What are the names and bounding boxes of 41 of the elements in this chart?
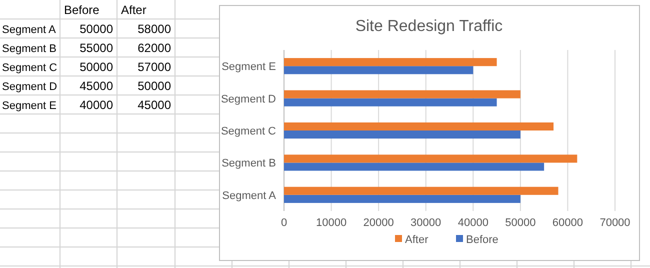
y-tick-label: Segment E [2, 100, 56, 112]
data-label: 45000 [80, 79, 114, 93]
bar [284, 162, 544, 171]
legend-label: After [405, 234, 429, 246]
y-tick-label: Segment A [2, 24, 56, 36]
data-label: 57000 [138, 60, 172, 74]
data-label: 40000 [80, 98, 114, 112]
legend-label: Before [466, 234, 498, 246]
bar [284, 90, 520, 98]
y-tick-label: Segment C [2, 62, 58, 74]
y-tick-label: Segment B [222, 158, 276, 170]
y-tick-label: Segment B [2, 43, 56, 55]
y-tick-label: Segment E [222, 61, 276, 74]
data-label: 50000 [138, 79, 172, 93]
x-tick-label: 20000 [363, 217, 394, 229]
bar [284, 98, 497, 106]
data-label: 50000 [80, 60, 114, 74]
chart-title: Site Redesign Traffic [355, 18, 503, 35]
bar [284, 66, 474, 74]
x-tick-label: 50000 [505, 217, 536, 229]
bar [284, 122, 554, 130]
y-tick-label: Segment A [222, 190, 277, 202]
data-label: 55000 [80, 41, 114, 55]
data-label: 50000 [80, 22, 114, 36]
bar [284, 194, 520, 203]
x-tick-label: 40000 [458, 217, 488, 229]
y-tick-label: Segment D [2, 81, 58, 93]
bar [284, 58, 497, 66]
x-tick-label: 60000 [552, 217, 584, 229]
x-tick-label: 30000 [410, 217, 442, 229]
x-tick-label: 0 [280, 217, 288, 229]
data-label: 58000 [138, 22, 172, 36]
bar [284, 186, 558, 195]
x-tick-label: 70000 [600, 217, 630, 229]
y-tick-label: Segment D [220, 93, 276, 106]
bar [284, 130, 520, 139]
bar [284, 154, 578, 163]
y-tick-label: Segment C [220, 126, 276, 138]
data-label: 62000 [138, 41, 172, 55]
x-tick-label: 10000 [316, 217, 347, 229]
data-label: 45000 [138, 98, 172, 112]
